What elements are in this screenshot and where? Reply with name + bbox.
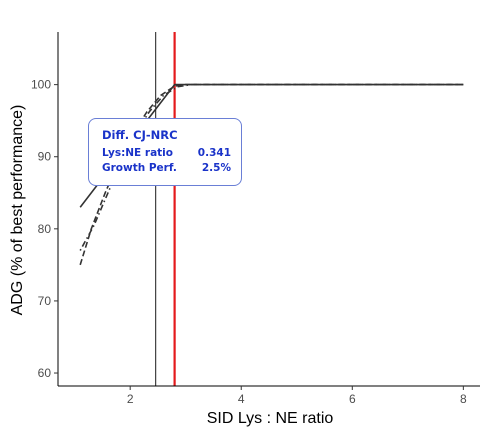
x-axis-title: SID Lys : NE ratio	[207, 410, 334, 427]
annotation-row-lys-ne: Lys:NE ratio 0.341	[102, 146, 231, 161]
x-tick-label: 2	[127, 392, 134, 406]
axes: 60 70 80 90 100 2 4 6 8	[31, 32, 480, 406]
y-tick-label: 90	[38, 150, 52, 164]
annotation-label: Lys:NE ratio	[102, 147, 173, 159]
x-tick-label: 4	[238, 392, 245, 406]
x-tick-label: 8	[460, 392, 467, 406]
annotation-box: Diff. CJ-NRC Lys:NE ratio 0.341 Growth P…	[88, 118, 242, 186]
annotation-row-growth: Growth Perf. 2.5%	[102, 161, 231, 176]
annotation-value: 2.5%	[201, 162, 231, 174]
plot-panel	[79, 32, 464, 386]
y-tick-label: 100	[31, 78, 51, 92]
y-tick-label: 80	[38, 222, 52, 236]
annotation-title: Diff. CJ-NRC	[102, 128, 178, 142]
y-tick-label: 60	[38, 366, 52, 380]
x-tick-label: 6	[349, 392, 356, 406]
annotation-value: 0.341	[197, 147, 231, 159]
y-tick-label: 70	[38, 294, 52, 308]
y-axis-title: ADG (% of best performance)	[9, 105, 26, 316]
annotation-label: Growth Perf.	[102, 162, 177, 174]
